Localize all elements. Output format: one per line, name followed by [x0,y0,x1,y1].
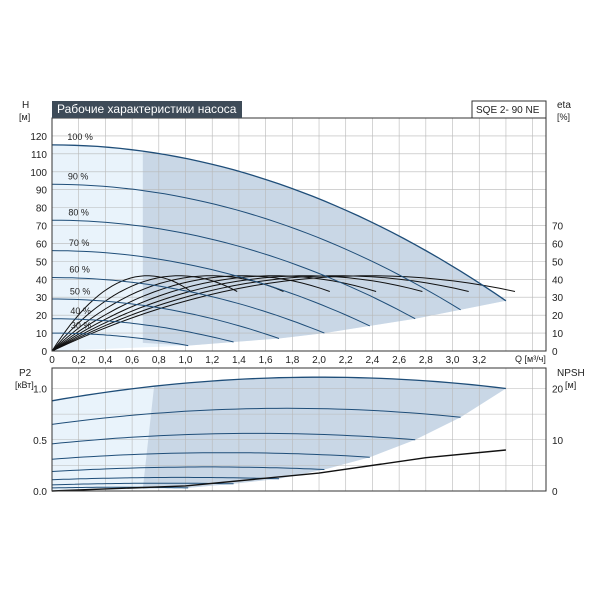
flow-tick-label: 0 [49,355,55,366]
head-axis-label: H [22,100,29,111]
head-curve-label: 30 % [71,320,92,330]
flow-tick-label: 1,0 [179,355,193,366]
head-curve [51,250,371,327]
efficiency-curve [51,275,330,352]
head-curve-label: 90 % [68,171,89,181]
head-curve-label: 100 % [67,132,93,142]
head-tick-label: 80 [36,204,48,215]
flow-tick-label: 2,2 [339,355,353,366]
power-curve [52,486,189,489]
head-tick-label: 20 [36,311,48,322]
head-tick-label: 50 [36,257,48,268]
power-region [142,377,506,489]
flow-axis-label: Q [м³/ч] [515,354,546,364]
npsh-tick-label: 0 [552,487,558,498]
head-curve [52,298,280,339]
head-curve [52,332,189,347]
head-tick-label: 60 [36,239,48,250]
npsh-tick-label: 10 [552,436,564,447]
head-tick-label: 70 [36,222,48,233]
power-curve [51,376,506,402]
flow-tick-label: 2,6 [392,355,406,366]
npsh-curve [51,449,506,492]
head-tick-label: 120 [30,132,47,143]
power-curve [51,476,280,481]
head-curve-label: 80 % [68,207,89,217]
flow-tick-label: 3,0 [446,355,460,366]
eta-tick-label: 70 [552,222,564,233]
head-curve-label: 60 % [69,265,90,275]
head-curve [51,183,461,311]
eta-tick-label: 50 [552,257,564,268]
head-curve-label: 70 % [69,238,90,248]
eta-tick-label: 60 [552,239,564,250]
flow-tick-label: 2,4 [365,355,379,366]
power-axis-label: P2 [19,368,32,379]
power-tick-label: 1.0 [33,385,47,396]
power-curve [51,466,325,472]
power-chart-panel: 0.0 0.5 1.0 0 10 20 [33,367,564,498]
power-curve [51,452,370,460]
operating-region [142,151,506,346]
flow-tick-label: 1,4 [232,355,246,366]
head-tick-label: 0 [41,347,47,358]
head-curve-label: 40 % [70,306,91,316]
power-tick-label: 0.0 [33,487,47,498]
npsh-axis-unit: [м] [565,380,576,390]
eta-tick-label: 0 [552,347,558,358]
flow-tick-label: 1,8 [285,355,299,366]
eta-axis-unit: [%] [557,112,570,122]
model-label: SQE 2- 90 NE [476,105,540,116]
head-axis-unit: [м] [19,112,30,122]
flow-tick-label: 0,4 [98,355,112,366]
flow-tick-label: 1,2 [205,355,219,366]
eta-tick-label: 10 [552,329,564,340]
head-tick-label: 10 [36,329,48,340]
power-curve [51,432,416,445]
eta-tick-label: 30 [552,293,564,304]
head-chart-panel: 0 10 20 30 40 50 60 70 80 90 100 110 120 0 10 20 30 40 50… [30,117,564,366]
head-curve [51,144,507,302]
head-curve [51,277,325,334]
head-plot-frame [51,117,547,352]
eta-tick-label: 20 [552,311,564,322]
head-curve-label: 50 % [70,286,91,296]
chart-title: Рабочие характеристики насоса [57,102,237,116]
power-axis-unit: [кВт] [15,380,34,390]
title-box [52,101,242,118]
efficiency-curve [51,275,284,352]
npsh-axis-label: NPSH [557,368,585,379]
power-curve [51,482,234,486]
flow-tick-label: 0,2 [72,355,86,366]
head-tick-label: 40 [36,275,48,286]
flow-tick-label: 2,0 [312,355,326,366]
head-tick-label: 30 [36,293,48,304]
flow-tick-label: 3,2 [472,355,486,366]
efficiency-curve [51,275,516,352]
power-plot-frame [51,367,547,492]
power-tick-label: 0.5 [33,436,47,447]
efficiency-curve [51,275,238,352]
flow-tick-label: 2,8 [419,355,433,366]
head-tick-label: 90 [36,186,48,197]
flow-tick-label: 1,6 [259,355,273,366]
head-tick-label: 110 [31,150,47,161]
flow-tick-label: 0,6 [125,355,139,366]
flow-tick-label: 0,8 [152,355,166,366]
npsh-tick-label: 20 [552,385,564,396]
power-curve [51,407,461,425]
head-curve [51,318,234,343]
head-tick-label: 100 [30,168,47,179]
eta-tick-label: 40 [552,275,564,286]
efficiency-curve [51,275,469,352]
model-box [471,100,547,119]
efficiency-curve [51,275,423,352]
eta-axis-label: eta [557,100,571,111]
head-curve [52,219,416,320]
